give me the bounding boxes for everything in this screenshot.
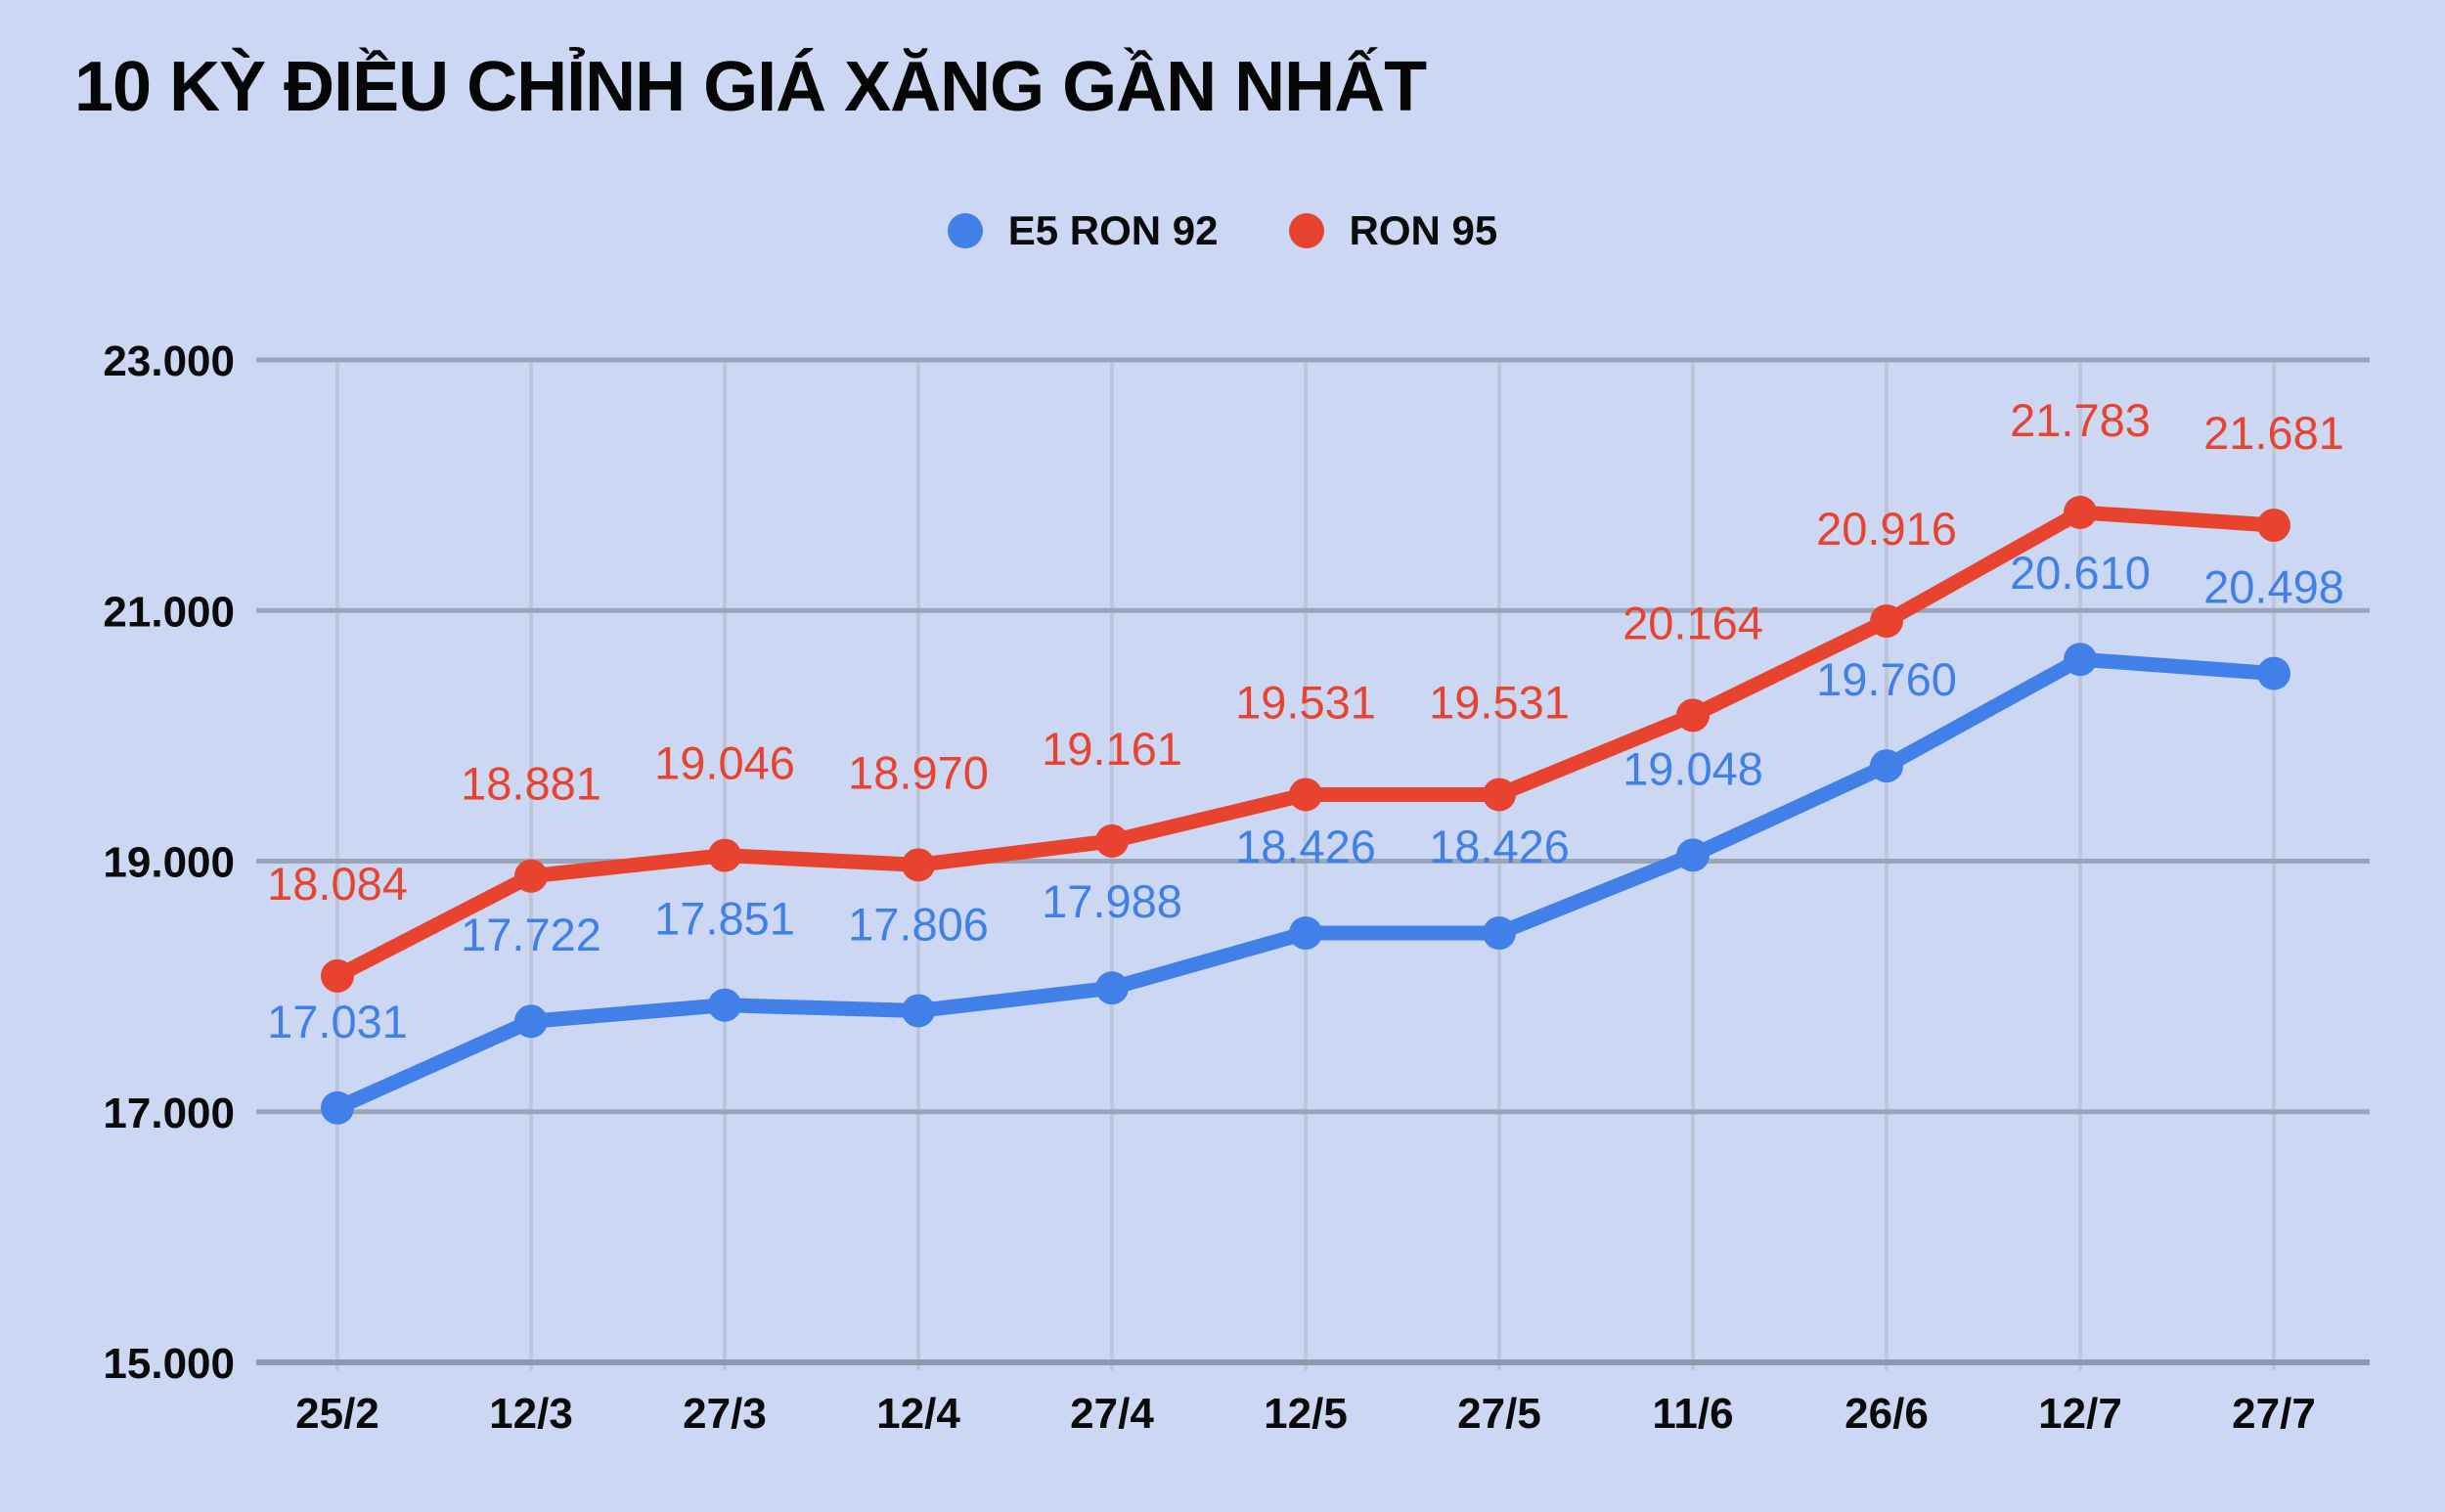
legend: E5 RON 92 RON 95 bbox=[0, 207, 2445, 254]
x-axis-tick-label: 12/5 bbox=[1264, 1390, 1348, 1438]
data-point-e5-ron-92 bbox=[902, 994, 935, 1028]
data-point-ron-95 bbox=[514, 859, 548, 893]
y-axis-tick-label: 23.000 bbox=[103, 337, 235, 385]
data-point-e5-ron-92 bbox=[1483, 916, 1516, 951]
data-point-ron-95 bbox=[902, 848, 935, 882]
data-point-e5-ron-92 bbox=[2064, 643, 2097, 677]
data-point-ron-95 bbox=[1095, 823, 1129, 858]
data-point-ron-95 bbox=[1289, 778, 1322, 812]
data-point-ron-95 bbox=[708, 838, 741, 872]
legend-label-ron-95: RON 95 bbox=[1349, 207, 1498, 253]
data-label-e5-ron-92: 17.988 bbox=[1042, 875, 1182, 927]
data-point-e5-ron-92 bbox=[1870, 749, 1903, 783]
data-point-ron-95 bbox=[2257, 508, 2290, 542]
data-label-e5-ron-92: 20.498 bbox=[2203, 561, 2344, 613]
data-label-e5-ron-92: 17.722 bbox=[461, 909, 601, 960]
data-point-ron-95 bbox=[1870, 604, 1903, 639]
legend-dot-red-icon bbox=[1288, 213, 1324, 248]
x-axis-tick-label: 27/3 bbox=[683, 1390, 767, 1438]
chart-title: 10 KỲ ĐIỀU CHỈNH GIÁ XĂNG GẦN NHẤT bbox=[74, 48, 1427, 126]
legend-item-e5-ron-92: E5 RON 92 bbox=[947, 207, 1219, 254]
data-label-e5-ron-92: 17.806 bbox=[848, 898, 989, 950]
x-axis-tick-label: 12/4 bbox=[876, 1390, 960, 1438]
y-axis-tick-label: 15.000 bbox=[103, 1340, 235, 1388]
y-axis-tick-label: 19.000 bbox=[103, 839, 235, 887]
data-point-ron-95 bbox=[1676, 698, 1710, 733]
x-axis-tick-label: 11/6 bbox=[1652, 1390, 1733, 1438]
data-label-ron-95: 19.046 bbox=[654, 737, 795, 789]
data-label-e5-ron-92: 19.760 bbox=[1816, 653, 1957, 705]
data-label-ron-95: 18.881 bbox=[461, 758, 601, 810]
data-label-e5-ron-92: 19.048 bbox=[1623, 742, 1763, 794]
data-label-ron-95: 20.916 bbox=[1816, 503, 1957, 555]
data-label-ron-95: 19.531 bbox=[1429, 676, 1570, 728]
data-label-ron-95: 21.681 bbox=[2203, 407, 2344, 459]
legend-item-ron-95: RON 95 bbox=[1288, 207, 1498, 254]
y-axis-tick-label: 17.000 bbox=[103, 1090, 235, 1137]
data-label-ron-95: 19.531 bbox=[1235, 676, 1376, 728]
data-label-ron-95: 18.084 bbox=[267, 858, 408, 910]
x-axis-tick-label: 27/5 bbox=[1457, 1390, 1541, 1438]
data-label-ron-95: 21.783 bbox=[2010, 394, 2151, 446]
data-point-e5-ron-92 bbox=[1289, 916, 1322, 951]
data-label-ron-95: 18.970 bbox=[848, 746, 989, 798]
data-point-ron-95 bbox=[2064, 495, 2097, 529]
x-axis-tick-label: 25/2 bbox=[295, 1390, 379, 1438]
data-point-e5-ron-92 bbox=[2257, 656, 2290, 690]
data-point-ron-95 bbox=[1483, 778, 1516, 812]
data-point-e5-ron-92 bbox=[1676, 838, 1710, 872]
data-point-e5-ron-92 bbox=[514, 1004, 548, 1039]
data-label-e5-ron-92: 18.426 bbox=[1429, 821, 1570, 872]
data-label-e5-ron-92: 17.851 bbox=[654, 893, 795, 945]
x-axis-tick-label: 26/6 bbox=[1845, 1390, 1929, 1438]
y-axis-tick-label: 21.000 bbox=[103, 588, 235, 636]
data-label-ron-95: 19.161 bbox=[1042, 723, 1182, 775]
x-axis-tick-label: 12/7 bbox=[2038, 1390, 2122, 1438]
data-point-e5-ron-92 bbox=[321, 1090, 354, 1125]
data-label-ron-95: 20.164 bbox=[1623, 597, 1763, 648]
data-label-e5-ron-92: 18.426 bbox=[1235, 821, 1376, 872]
legend-dot-blue-icon bbox=[947, 213, 983, 248]
data-point-e5-ron-92 bbox=[708, 988, 741, 1022]
data-point-e5-ron-92 bbox=[1095, 971, 1129, 1005]
x-axis-tick-label: 27/7 bbox=[2232, 1390, 2316, 1438]
legend-label-e5-ron-92: E5 RON 92 bbox=[1007, 207, 1219, 253]
x-axis-tick-label: 27/4 bbox=[1070, 1390, 1154, 1438]
x-axis-tick-label: 12/3 bbox=[489, 1390, 573, 1438]
data-label-e5-ron-92: 17.031 bbox=[267, 996, 408, 1047]
data-point-ron-95 bbox=[321, 958, 354, 993]
data-label-e5-ron-92: 20.610 bbox=[2010, 547, 2151, 599]
